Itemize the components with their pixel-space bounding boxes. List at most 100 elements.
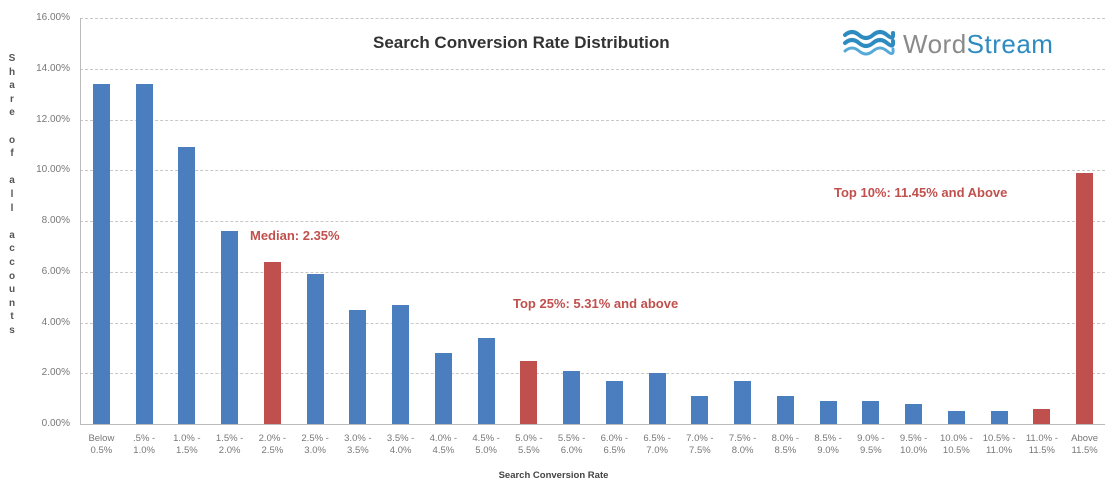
x-tick-label-line: 10.0% - — [940, 433, 973, 444]
chart-title: Search Conversion Rate Distribution — [373, 33, 670, 52]
y-tick-label: 2.00% — [41, 367, 70, 379]
y-axis-label-letter: u — [8, 284, 16, 296]
x-tick-label-line: 3.0% - — [344, 433, 372, 444]
y-tick-label: 4.00% — [41, 316, 70, 328]
x-tick-label: 1.5% -2.0% — [208, 433, 252, 457]
x-tick-label: 6.0% -6.5% — [592, 433, 636, 457]
bar — [563, 370, 581, 424]
x-tick-label-line: 9.0% - — [857, 433, 885, 444]
x-tick-label-line: 9.5% - — [899, 433, 928, 444]
x-tick-label: 4.0% -4.5% — [421, 433, 465, 457]
gridline — [80, 322, 1105, 324]
y-axis-label-letter: a — [9, 80, 15, 92]
y-axis-label-letter — [6, 120, 18, 134]
x-tick-label-line: 6.5% — [603, 445, 626, 456]
x-tick-label-line: 2.0% - — [258, 433, 287, 444]
x-tick-label: 8.5% -9.0% — [806, 433, 850, 457]
x-tick-label-line: 11.0% - — [1025, 433, 1058, 444]
y-axis-label-letter: o — [8, 134, 16, 146]
bar — [605, 380, 623, 424]
y-axis-label-letter: o — [8, 270, 16, 282]
annotation: Top 25%: 5.31% and above — [513, 296, 679, 311]
x-tick-label: .5% -1.0% — [122, 433, 166, 457]
x-tick-label-line: 6.5% - — [643, 433, 671, 444]
y-axis-label-letter: t — [10, 311, 14, 323]
x-tick-label-line: 7.5% — [689, 445, 711, 456]
x-tick-label-line: 4.0% — [389, 445, 412, 456]
bar — [178, 147, 196, 424]
x-tick-label: 2.5% -3.0% — [293, 433, 337, 457]
y-tick-label: 10.00% — [36, 164, 70, 176]
x-tick-label-line: 1.5% - — [215, 433, 244, 444]
x-tick-label-line: 2.0% — [218, 445, 241, 456]
bar — [520, 360, 538, 424]
x-tick-label: 9.0% -9.5% — [849, 433, 893, 457]
x-tick-label-line: 4.5% — [432, 445, 455, 456]
x-tick-label-line: Below — [88, 433, 115, 444]
y-tick-label: 6.00% — [41, 265, 70, 277]
x-tick-label: 4.5% -5.0% — [464, 433, 508, 457]
x-tick-label: 7.5% -8.0% — [721, 433, 765, 457]
bar — [392, 304, 410, 424]
logo-word: Word — [903, 29, 967, 59]
x-tick-label-line: .5% - — [133, 433, 156, 444]
y-axis-label-letter: h — [8, 66, 16, 78]
bar — [1076, 172, 1094, 424]
x-tick-label-line: 3.5% - — [386, 433, 415, 444]
x-tick-label: 8.0% -8.5% — [763, 433, 807, 457]
x-axis-line — [80, 424, 1105, 425]
bar — [263, 261, 281, 424]
x-tick-label: 5.0% -5.5% — [507, 433, 551, 457]
x-tick-label-line: 8.0% — [731, 445, 754, 456]
x-tick-label-line: 7.0% — [646, 445, 668, 456]
annotation: Median: 2.35% — [250, 228, 340, 243]
y-axis-line — [80, 18, 81, 425]
x-tick-label: 7.0% -7.5% — [678, 433, 722, 457]
x-tick-label-line: 7.0% - — [686, 433, 714, 444]
x-tick-label-line: 3.0% — [304, 445, 326, 456]
x-tick-label-line: 8.5% - — [814, 433, 842, 444]
bar — [477, 337, 495, 424]
y-axis-label-letter: r — [10, 93, 14, 105]
x-tick-label: 10.0% -10.5% — [934, 433, 978, 457]
bar — [776, 396, 794, 424]
waves-icon — [843, 28, 896, 61]
x-tick-label-line: 1.0% - — [173, 433, 201, 444]
x-tick-label-line: 11.5% — [1028, 445, 1055, 456]
y-tick-label: 12.00% — [36, 113, 70, 125]
gridline — [80, 170, 1105, 172]
y-axis-label-letter: S — [8, 53, 16, 64]
x-tick-label-line: 5.5% - — [557, 433, 586, 444]
bar — [349, 309, 367, 424]
bar — [947, 411, 965, 424]
x-tick-label-line: 11.5% — [1071, 445, 1098, 456]
x-tick-label: Above 11.5% — [1063, 433, 1107, 457]
y-tick-label: 16.00% — [36, 12, 70, 23]
bar — [1033, 408, 1051, 424]
x-tick-label-line: 2.5% - — [301, 433, 329, 444]
y-axis-label-letter: c — [9, 243, 15, 255]
x-tick-label-line: 4.0% - — [429, 433, 458, 444]
x-tick-label: 9.5% -10.0% — [892, 433, 936, 457]
x-tick-label: 5.5% -6.0% — [550, 433, 594, 457]
y-axis-label-letter: f — [10, 148, 14, 160]
gridline — [80, 68, 1105, 70]
gridline — [80, 373, 1105, 375]
x-tick-label-line: 8.0% - — [771, 433, 800, 444]
y-axis-label-letter: e — [9, 107, 15, 119]
y-axis-label-letter: l — [10, 188, 14, 200]
x-tick-label-line: 10.5% - — [982, 433, 1016, 444]
y-axis-label-letter: c — [9, 256, 15, 268]
y-axis-label-letter: a — [9, 229, 15, 241]
x-tick-label: 3.0% -3.5% — [336, 433, 380, 457]
gridline — [80, 271, 1105, 273]
x-tick-label-line: 8.5% — [774, 445, 797, 456]
x-tick-label: 3.5% -4.0% — [379, 433, 423, 457]
x-tick-label-line: Above — [1071, 433, 1099, 444]
x-tick-label: 10.5% -11.0% — [977, 433, 1021, 457]
x-tick-label-line: 5.0% — [475, 445, 497, 456]
x-tick-label-line: 9.0% — [817, 445, 839, 456]
x-tick-label-line: 7.5% - — [728, 433, 757, 444]
x-axis-label: Search Conversion Rate — [498, 470, 609, 481]
